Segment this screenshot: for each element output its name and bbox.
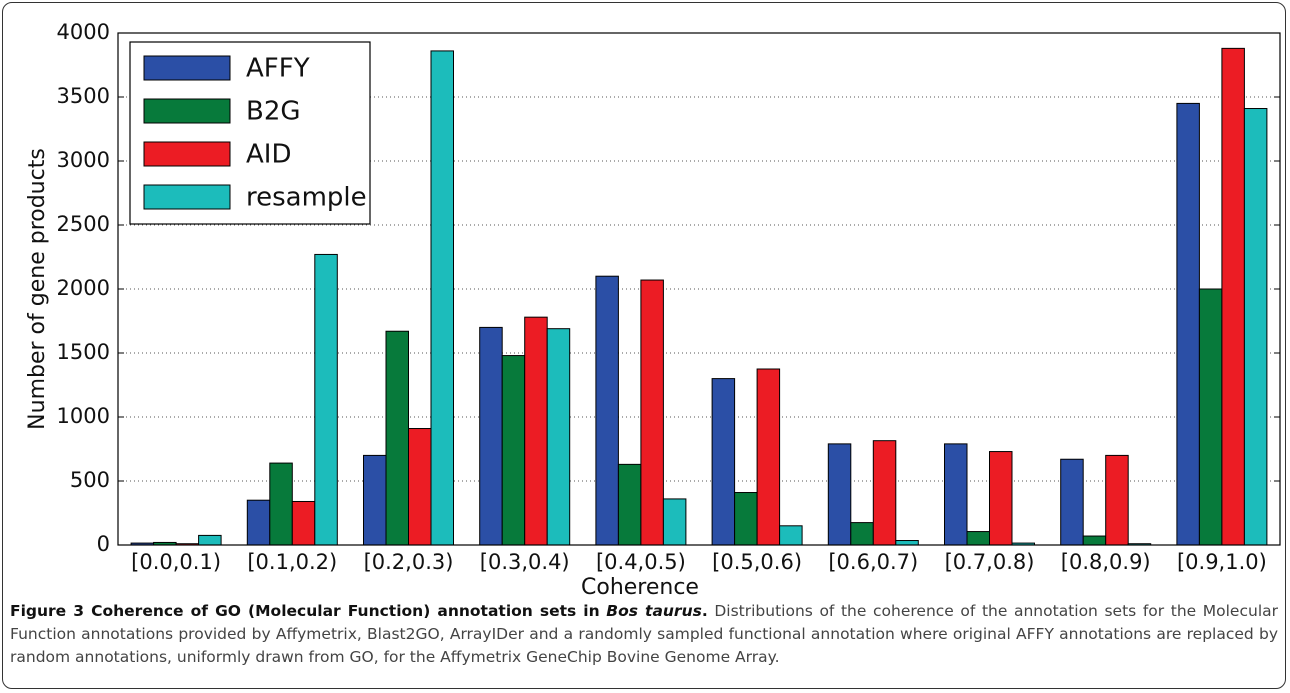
bar: [314, 253, 338, 546]
bar: [1243, 108, 1268, 546]
bar: [989, 451, 1013, 546]
bar: [711, 378, 736, 546]
caption-species: Bos taurus: [606, 602, 702, 620]
bar: [756, 368, 781, 546]
bar: [827, 443, 852, 546]
legend-label: resample: [246, 183, 367, 213]
chart: Coherence Number of gene products 0 500 10…: [25, 20, 1281, 600]
y-tick-label: 2500: [57, 212, 110, 236]
bar: [595, 275, 619, 546]
caption: Figure 3 Coherence of GO (Molecular Func…: [10, 600, 1278, 669]
y-tick-label: 2000: [57, 276, 110, 300]
legend-label: B2G: [246, 97, 301, 127]
x-tick-label: [0.8,0.9): [1061, 550, 1151, 574]
x-tick-label: [0.6,0.7): [828, 550, 918, 574]
legend-label: AID: [246, 140, 291, 170]
bar: [408, 428, 432, 546]
bar: [640, 279, 664, 546]
bar: [546, 328, 571, 546]
bar: [1060, 458, 1084, 546]
legend-swatch: [143, 98, 231, 124]
bar: [363, 454, 387, 546]
bar: [850, 522, 874, 546]
bar: [479, 326, 503, 546]
bar: [872, 440, 897, 546]
bar: [1105, 454, 1129, 546]
x-tick-label: [0.1,0.2): [247, 550, 337, 574]
bar: [779, 525, 803, 546]
x-tick-label: [0.0,0.1): [131, 550, 221, 574]
x-tick-label: [0.7,0.8): [945, 550, 1035, 574]
plot-border: [117, 32, 1281, 546]
bar: [895, 540, 919, 546]
bar: [1198, 288, 1223, 546]
caption-title: Figure 3 Coherence of GO (Molecular Func…: [10, 602, 600, 620]
bar: [966, 531, 990, 546]
bar: [662, 498, 687, 546]
x-axis-label: Coherence: [581, 575, 699, 600]
bar: [1176, 102, 1200, 546]
legend-swatch: [143, 141, 231, 167]
x-tick-label: [0.9,1.0): [1177, 550, 1267, 574]
bar: [291, 500, 316, 546]
legend-swatch: [143, 184, 231, 210]
bar: [430, 50, 454, 546]
y-tick-label: 4000: [57, 20, 110, 44]
bar: [944, 443, 968, 546]
bar: [198, 534, 222, 546]
bar: [617, 463, 642, 546]
bar: [269, 462, 293, 546]
x-tick-label: [0.3,0.4): [480, 550, 570, 574]
y-tick-label: 500: [70, 468, 110, 492]
y-tick-label: 1000: [57, 404, 110, 428]
bar: [501, 355, 526, 546]
bar: [246, 499, 271, 546]
bar: [524, 316, 548, 546]
caption-text: Distributions of the coherence of the an…: [10, 602, 1278, 666]
x-tick-label: [0.2,0.3): [364, 550, 454, 574]
x-tick-label: [0.4,0.5): [596, 550, 686, 574]
bar: [1221, 47, 1245, 546]
y-tick-label: 3500: [57, 84, 110, 108]
bar: [385, 330, 409, 546]
caption-title-end: .: [701, 602, 708, 620]
bar: [734, 492, 758, 546]
y-tick-label: 3000: [57, 148, 110, 172]
legend-label: AFFY: [246, 54, 310, 84]
x-tick-label: [0.5,0.6): [712, 550, 802, 574]
legend-swatch: [143, 55, 231, 81]
y-tick-label: 1500: [57, 340, 110, 364]
bar: [1082, 535, 1107, 546]
y-tick-label: 0: [97, 532, 110, 556]
y-axis-label: Number of gene products: [25, 148, 50, 430]
